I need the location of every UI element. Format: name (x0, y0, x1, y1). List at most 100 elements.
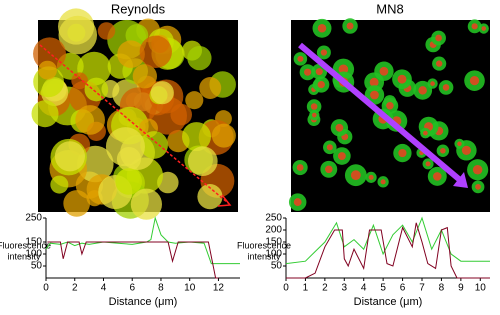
cell (150, 81, 174, 105)
nucleus (320, 49, 328, 56)
cell (105, 127, 145, 167)
nucleus (397, 74, 407, 84)
cell (211, 123, 236, 148)
cell (170, 103, 192, 126)
x-tick-label: 0 (283, 283, 289, 294)
x-tick-label: 6 (129, 283, 135, 294)
nucleus (369, 77, 379, 87)
x-tick-label: 4 (101, 283, 107, 294)
y-tick-label: 150 (25, 237, 42, 248)
profile-line (285, 216, 490, 265)
nucleus (418, 86, 427, 95)
x-tick-label: 4 (361, 283, 367, 294)
nucleus (430, 81, 435, 86)
x-tick-label: 1 (303, 283, 309, 294)
nucleus (440, 147, 446, 154)
x-tick-label: 3 (342, 283, 348, 294)
cell (139, 35, 172, 68)
nucleus (293, 198, 302, 207)
y-tick-label: 250 (265, 213, 282, 224)
x-tick-label: 10 (475, 283, 487, 294)
x-axis-label: Distance (μm) (354, 296, 423, 308)
image-panels (31, 8, 490, 220)
y-tick-label: 150 (265, 237, 282, 248)
nucleus (325, 165, 333, 174)
nucleus (337, 152, 346, 161)
panel-title: Reynolds (111, 1, 166, 16)
y-tick-label: 100 (265, 249, 282, 260)
nucleus (423, 130, 428, 136)
y-tick-label: 50 (31, 261, 43, 272)
nucleus (379, 66, 389, 76)
profile-line (286, 222, 490, 279)
x-tick-label: 9 (458, 283, 464, 294)
y-axis-label: intensity (7, 251, 41, 261)
nucleus (335, 123, 344, 132)
nucleus (472, 165, 483, 175)
nucleus (433, 172, 442, 181)
x-axis-label: Distance (μm) (109, 296, 178, 308)
nucleus (297, 55, 304, 62)
arrow-head (453, 172, 468, 188)
cell (54, 141, 85, 172)
nucleus (386, 102, 394, 110)
nucleus (442, 84, 450, 91)
panel-title: MN8 (376, 1, 403, 16)
nucleus (481, 26, 487, 31)
y-tick-label: 200 (265, 225, 282, 236)
y-axis-label: Fluorescence (0, 240, 51, 250)
nucleus (457, 141, 462, 147)
y-tick-label: 100 (25, 249, 42, 260)
x-tick-label: 6 (400, 283, 406, 294)
cell (199, 77, 222, 99)
nucleus (326, 144, 333, 151)
x-tick-label: 0 (43, 283, 49, 294)
y-tick-label: 250 (25, 213, 42, 224)
x-tick-label: 8 (439, 283, 445, 294)
nucleus (436, 60, 443, 67)
nucleus (311, 112, 317, 118)
cell (197, 184, 223, 210)
cell (75, 105, 105, 135)
cell (57, 8, 95, 45)
profile-line (47, 241, 219, 279)
cell (117, 40, 145, 68)
x-tick-label: 8 (158, 283, 164, 294)
cell (50, 175, 69, 194)
nucleus (475, 183, 481, 190)
cell (31, 100, 59, 128)
profile-arrow (298, 42, 462, 183)
nucleus (380, 179, 386, 185)
cell (71, 72, 89, 90)
cell (187, 45, 212, 71)
cell (130, 188, 163, 220)
cell (140, 131, 168, 159)
nucleus (315, 68, 323, 76)
nucleus (317, 24, 327, 33)
nucleus (317, 80, 325, 89)
nucleus (310, 103, 318, 110)
x-tick-label: 2 (72, 283, 78, 294)
nucleus (435, 34, 442, 42)
nucleus (398, 148, 407, 158)
y-axis-label: Fluorescence (237, 240, 291, 250)
y-tick-label: 50 (271, 261, 283, 272)
arrow-head (217, 194, 232, 207)
nucleus (338, 64, 349, 75)
cell (182, 122, 211, 152)
cell (115, 168, 142, 195)
x-tick-label: 2 (322, 283, 328, 294)
nucleus (296, 164, 304, 171)
cell (38, 60, 57, 80)
x-tick-label: 12 (213, 283, 225, 294)
nucleus (370, 90, 379, 100)
x-tick-label: 10 (184, 283, 196, 294)
nucleus (471, 23, 478, 30)
y-axis-label: intensity (247, 251, 281, 261)
x-tick-label: 5 (380, 283, 386, 294)
profile-arrow (39, 44, 229, 204)
cell (97, 22, 116, 40)
cell (84, 77, 109, 102)
nucleus (350, 170, 361, 181)
